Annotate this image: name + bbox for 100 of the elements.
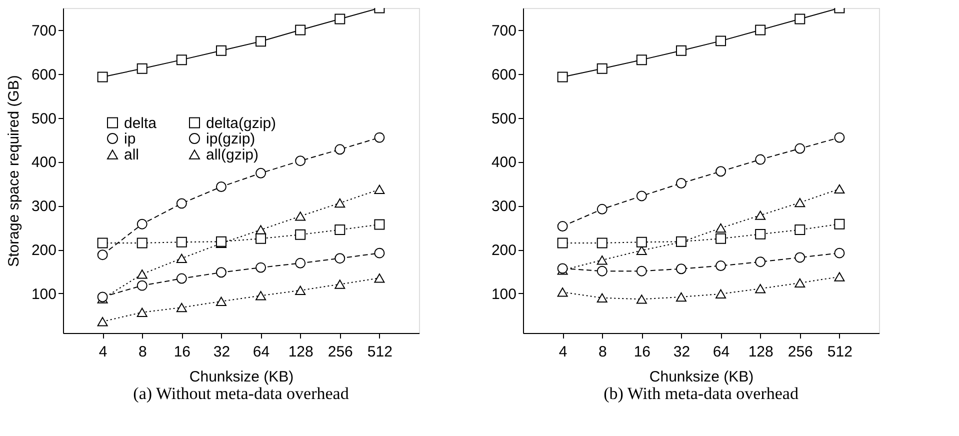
point [755,256,766,268]
y-tick-label: 700 [491,22,516,40]
x-tick-label: 32 [673,344,690,360]
point [295,229,306,240]
point [755,228,766,240]
point [295,286,306,296]
point [176,302,187,312]
point [256,291,266,300]
y-tick-label: 200 [31,242,56,260]
point [334,253,346,264]
point [295,212,306,221]
legend-label: all(gzip) [206,146,259,164]
point [216,267,226,278]
point [596,63,608,74]
x-axis-title: Chunksize (KB) [189,368,294,386]
point [636,246,647,256]
point [794,198,806,208]
y-tick-label: 400 [491,154,516,172]
legend-label: ip [124,130,136,148]
point [295,24,306,36]
point [256,36,266,47]
point [176,54,187,66]
legend-label: ip(gzip) [206,130,256,148]
text: (a) Without meta-data overhead [133,384,350,403]
point [374,273,385,283]
y-axis-title: Storage space required (GB) [5,75,22,267]
y-tick-label: 500 [491,110,516,128]
point [136,238,148,248]
point [295,258,306,268]
y-tick-label: 100 [31,286,56,303]
point [755,154,766,165]
x-tick-label: 512 [827,344,852,360]
point [334,224,346,236]
point [334,144,346,155]
x-tick-label: 8 [138,344,147,360]
point [676,45,686,56]
point [216,182,226,192]
point [136,280,148,291]
point [636,190,647,202]
point [716,289,726,299]
point [636,294,647,304]
point [636,266,647,276]
point [176,273,187,284]
x-axis-title: Chunksize (KB) [649,368,754,386]
point [596,266,608,276]
point [334,280,346,289]
point [97,250,108,260]
point [374,184,385,194]
point [834,218,845,230]
y-tick-label: 600 [491,66,516,84]
point [794,278,806,288]
point [676,264,686,274]
x-tick-label: 64 [252,344,270,360]
point [755,24,766,36]
x-tick-label: 128 [748,344,774,360]
x-tick-label: 256 [788,344,813,360]
point [97,316,108,326]
point [794,143,806,154]
y-tick-label: 400 [31,154,56,172]
x-tick-label: 8 [598,344,607,360]
point [596,255,608,265]
y-tick-label: 600 [31,66,56,84]
point [256,168,266,178]
point [834,132,845,143]
point [176,254,187,263]
point [136,308,148,317]
point [256,262,266,273]
point [374,132,385,143]
y-tick-label: 300 [491,198,516,216]
point [636,236,647,248]
point [834,272,845,282]
point [716,36,726,46]
point [97,238,108,248]
point [334,14,346,24]
point [176,236,187,248]
point [136,63,148,74]
point [676,178,686,188]
point [596,293,608,302]
point [136,270,148,279]
y-tick-label: 100 [491,286,516,303]
point [716,260,726,272]
x-tick-label: 16 [634,344,651,360]
point [596,204,608,214]
point [755,210,766,220]
point [374,219,385,230]
x-tick-label: 128 [288,344,314,360]
point [794,252,806,263]
text: (b) With meta-data overhead [604,384,799,403]
point [557,238,568,248]
point [716,166,726,177]
y-tick-label: 700 [31,22,56,40]
point [216,45,226,56]
point [676,292,686,302]
y-tick-label: 500 [31,110,56,128]
y-tick-label: 300 [31,198,56,216]
legend-label: delta(gzip) [206,114,276,132]
legend-label: all [124,146,140,164]
point [295,156,306,166]
point [596,238,608,248]
point [97,72,108,82]
